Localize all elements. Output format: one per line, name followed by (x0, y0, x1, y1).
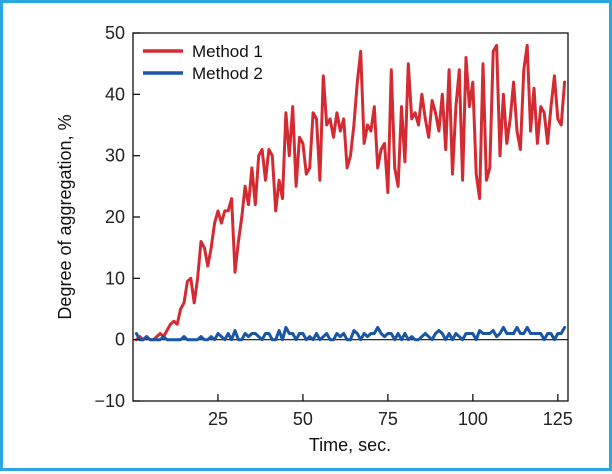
series-line-1 (134, 43, 567, 342)
x-tick-label: 75 (378, 409, 398, 429)
y-axis-title: Degree of aggregation, % (55, 114, 75, 319)
x-axis: 25 50 75 100 125 (208, 394, 573, 429)
plot-border (132, 32, 569, 402)
plot-area: 25 50 75 100 125 −10 0 10 20 30 40 50 (94, 23, 572, 429)
x-tick-label: 100 (458, 409, 488, 429)
y-tick-label: 40 (105, 84, 125, 104)
legend: Method 1 Method 2 (143, 42, 263, 83)
x-tick-label: 25 (208, 409, 228, 429)
line-chart: 25 50 75 100 125 −10 0 10 20 30 40 50 Time, sec. D… (55, 23, 573, 455)
y-tick-label: 50 (105, 23, 125, 43)
series-layer (134, 43, 567, 342)
y-tick-label: 0 (115, 330, 125, 350)
legend-label-2: Method 2 (192, 64, 263, 83)
y-tick-label: 10 (105, 268, 125, 288)
x-tick-label: 50 (293, 409, 313, 429)
x-axis-title: Time, sec. (309, 435, 391, 455)
x-tick-label: 125 (543, 409, 573, 429)
y-tick-label: −10 (94, 391, 125, 411)
legend-label-1: Method 1 (192, 42, 263, 61)
series-line-2 (134, 325, 567, 342)
y-tick-label: 30 (105, 146, 125, 166)
y-axis: −10 0 10 20 30 40 50 (94, 23, 140, 411)
y-tick-label: 20 (105, 207, 125, 227)
